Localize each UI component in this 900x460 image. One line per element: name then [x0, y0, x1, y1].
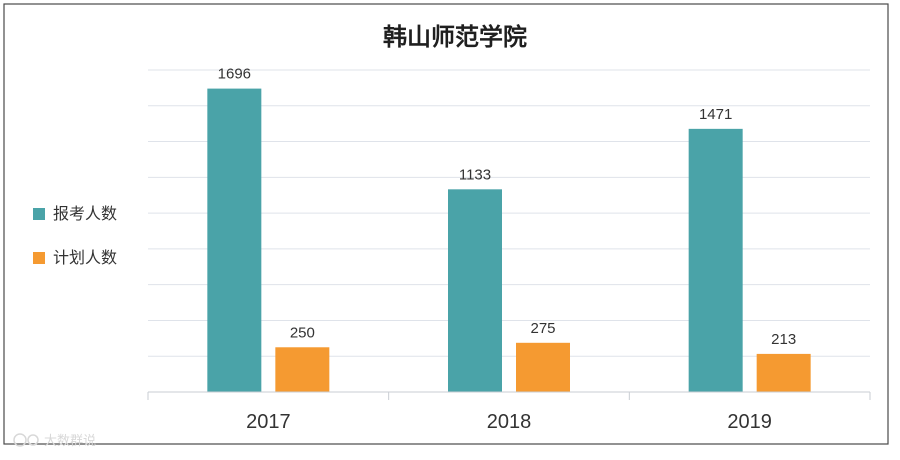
- data-label: 250: [290, 324, 315, 341]
- chart-title: 韩山师范学院: [383, 23, 527, 51]
- data-label: 1133: [459, 166, 491, 183]
- watermark-text: 大数群说: [44, 434, 96, 449]
- data-label: 1471: [699, 106, 732, 123]
- legend-label: 计划人数: [53, 248, 117, 267]
- bar: [275, 347, 330, 392]
- gridlines: [148, 69, 870, 357]
- bar: [516, 342, 570, 392]
- data-label: 275: [530, 320, 555, 337]
- mascot-icon: [13, 433, 39, 447]
- bars: [207, 88, 811, 393]
- data-label: 1696: [218, 66, 251, 83]
- x-tick-label: 2017: [246, 411, 291, 433]
- x-axis: 2017 2018 2019: [147, 391, 871, 433]
- bar: [448, 189, 502, 392]
- legend-label: 报考人数: [53, 204, 117, 223]
- x-tick-label: 2018: [487, 411, 532, 433]
- bar: [756, 353, 811, 392]
- watermark: 大数群说: [13, 433, 96, 449]
- bar: [207, 88, 262, 393]
- bar: [688, 128, 743, 393]
- data-labels: 1696 250 1133 275 1471 213: [218, 66, 797, 348]
- data-label: 213: [771, 331, 796, 348]
- legend-swatch: [33, 208, 45, 220]
- legend-swatch: [33, 252, 45, 264]
- x-tick-label: 2019: [727, 411, 772, 433]
